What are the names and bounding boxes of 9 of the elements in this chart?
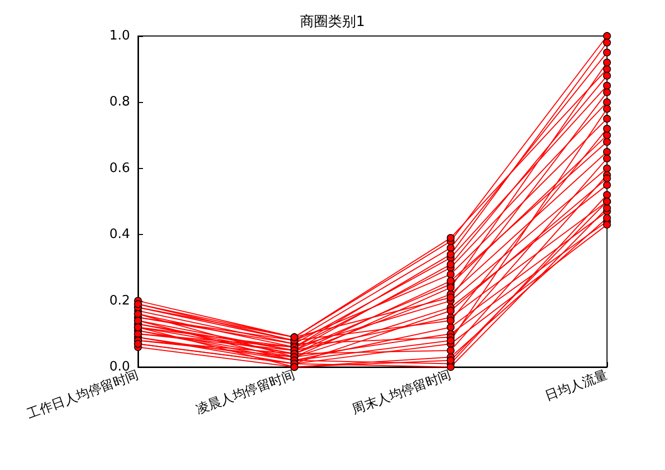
x-tick-label: 周末人均停留时间 — [350, 368, 454, 418]
y-tick-label: 0.8 — [109, 94, 130, 110]
x-tick-label: 日均人流量 — [543, 367, 610, 404]
y-tick-label: 0.4 — [109, 227, 130, 242]
x-tick-label: 凌晨人均停留时间 — [194, 368, 297, 418]
y-tick-label: 0.6 — [109, 160, 130, 176]
y-tick-label: 1.0 — [109, 28, 130, 44]
y-tick-label: 0.2 — [109, 293, 130, 308]
chart-title: 商圈类别1 — [300, 14, 365, 30]
